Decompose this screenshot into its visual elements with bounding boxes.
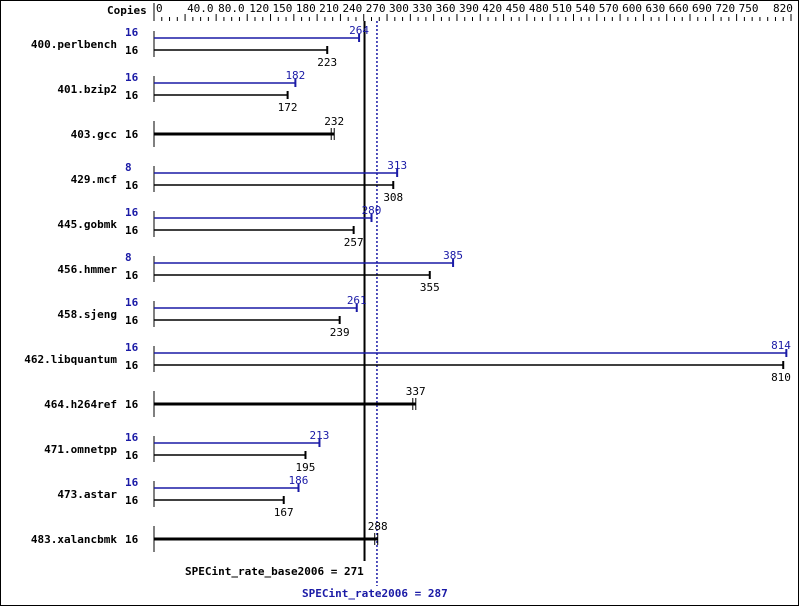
benchmark-name: 429.mcf	[71, 173, 117, 186]
tick-label: 300	[389, 2, 409, 15]
peak-value-label: 186	[289, 474, 309, 487]
base-copies: 16	[125, 179, 139, 192]
tick-label: 450	[506, 2, 526, 15]
tick-label: 240	[342, 2, 362, 15]
base-copies: 16	[125, 449, 139, 462]
base-metric-label: SPECint_rate_base2006 = 271	[185, 565, 364, 578]
base-copies: 16	[125, 128, 139, 141]
tick-label: 150	[273, 2, 293, 15]
peak-value-label: 213	[310, 429, 330, 442]
tick-label: 40.0	[187, 2, 214, 15]
benchmark-name: 458.sjeng	[57, 308, 117, 321]
peak-metric-label: SPECint_rate2006 = 287	[302, 587, 448, 600]
base-copies: 16	[125, 314, 139, 327]
tick-label: 420	[482, 2, 502, 15]
base-copies: 16	[125, 44, 139, 57]
peak-value-label: 313	[387, 159, 407, 172]
benchmark-name: 403.gcc	[71, 128, 117, 141]
tick-label: 0	[156, 2, 163, 15]
tick-label: 690	[692, 2, 712, 15]
base-value-label: 172	[278, 101, 298, 114]
tick-label: 390	[459, 2, 479, 15]
base-copies: 16	[125, 224, 139, 237]
tick-label: 600	[622, 2, 642, 15]
benchmark-name: 462.libquantum	[24, 353, 117, 366]
base-value-label: 308	[383, 191, 403, 204]
tick-label: 210	[319, 2, 339, 15]
benchmark-name: 464.h264ref	[44, 398, 117, 411]
tick-label: 750	[739, 2, 759, 15]
peak-value-label: 280	[362, 204, 382, 217]
base-value-label: 239	[330, 326, 350, 339]
peak-value-label: 261	[347, 294, 367, 307]
value-label: 232	[324, 115, 344, 128]
base-value-label: 167	[274, 506, 294, 519]
tick-label: 570	[599, 2, 619, 15]
tick-label: 360	[436, 2, 456, 15]
tick-label: 80.0	[218, 2, 245, 15]
base-value-label: 195	[296, 461, 316, 474]
peak-copies: 16	[125, 341, 139, 354]
peak-value-label: 182	[285, 69, 305, 82]
tick-label: 180	[296, 2, 316, 15]
tick-label: 820	[773, 2, 793, 15]
tick-label: 270	[366, 2, 386, 15]
base-copies: 16	[125, 269, 139, 282]
base-value-label: 355	[420, 281, 440, 294]
peak-copies: 16	[125, 206, 139, 219]
base-copies: 16	[125, 533, 139, 546]
tick-label: 660	[669, 2, 689, 15]
tick-label: 120	[249, 2, 269, 15]
value-label: 288	[368, 520, 388, 533]
peak-copies: 16	[125, 26, 139, 39]
axis-label: Copies	[107, 4, 147, 17]
tick-label: 330	[412, 2, 432, 15]
peak-copies: 16	[125, 71, 139, 84]
benchmark-name: 400.perlbench	[31, 38, 117, 51]
benchmark-name: 456.hmmer	[57, 263, 117, 276]
benchmark-name: 471.omnetpp	[44, 443, 117, 456]
peak-copies: 16	[125, 476, 139, 489]
benchmark-name: 483.xalancbmk	[31, 533, 117, 546]
base-copies: 16	[125, 494, 139, 507]
peak-value-label: 264	[349, 24, 369, 37]
base-copies: 16	[125, 359, 139, 372]
tick-label: 630	[645, 2, 665, 15]
peak-copies: 8	[125, 161, 132, 174]
base-value-label: 257	[344, 236, 364, 249]
value-label: 337	[406, 385, 426, 398]
base-value-label: 810	[771, 371, 791, 384]
peak-value-label: 814	[771, 339, 791, 352]
peak-copies: 16	[125, 431, 139, 444]
peak-copies: 16	[125, 296, 139, 309]
peak-copies: 8	[125, 251, 132, 264]
tick-label: 510	[552, 2, 572, 15]
base-value-label: 223	[317, 56, 337, 69]
tick-label: 540	[575, 2, 595, 15]
tick-label: 480	[529, 2, 549, 15]
benchmark-name: 473.astar	[57, 488, 117, 501]
base-copies: 16	[125, 89, 139, 102]
benchmark-name: 445.gobmk	[57, 218, 117, 231]
peak-value-label: 385	[443, 249, 463, 262]
base-copies: 16	[125, 398, 139, 411]
benchmark-name: 401.bzip2	[57, 83, 117, 96]
tick-label: 720	[715, 2, 735, 15]
